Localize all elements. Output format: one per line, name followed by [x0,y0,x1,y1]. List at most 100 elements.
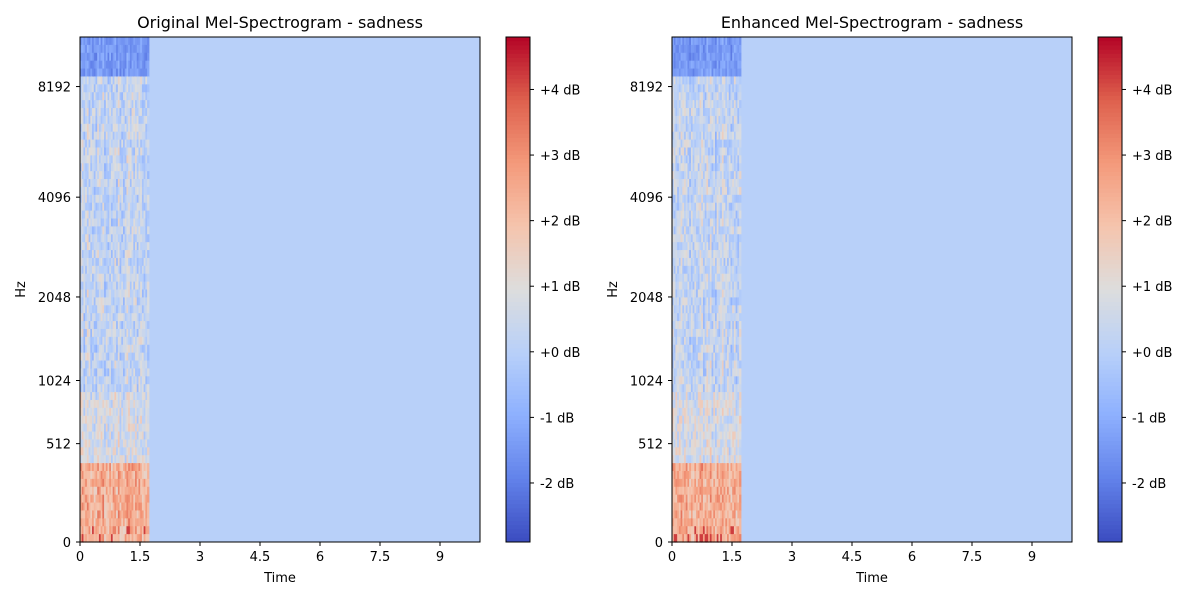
spectrogram-cell [129,526,133,535]
spectrogram-cell [709,526,713,535]
spectrogram-cell [107,313,110,322]
spectrogram-cell [133,155,136,164]
spectrogram-cell [718,179,721,188]
spectrogram-cell [728,250,732,259]
spectrogram-cell [718,147,721,156]
spectrogram-cell [123,534,126,543]
colorbar-segment [506,95,530,101]
spectrogram-cell [110,344,114,354]
spectrogram-cell [90,360,93,370]
spectrogram-cell [107,179,110,188]
spectrogram-cell [673,44,677,54]
spectrogram-cell [119,344,122,354]
spectrogram-cell [699,360,702,370]
spectrogram-cell [110,123,114,133]
spectrogram-cell [715,439,718,448]
spectrogram-cell [718,470,721,480]
spectrogram-cell [97,510,100,519]
spectrogram-cell [730,384,733,393]
spectrogram-cell [692,44,695,54]
spectrogram-cell [708,155,711,164]
spectrogram-cell [672,108,675,117]
spectrogram-cell [90,305,93,314]
spectrogram-cell [116,171,119,180]
spectrogram-cell [143,439,146,448]
spectrogram-cell [98,470,102,480]
spectrogram-cell [128,281,131,291]
spectrogram-cell [680,186,683,196]
spectrogram-cell [721,376,725,385]
spectrogram-cell [107,415,110,425]
spectrogram-cell [86,52,90,62]
spectrogram-cell [116,447,119,456]
spectrogram-cell [107,155,110,164]
spectrogram-cell [687,526,690,535]
spectrogram-cell [81,281,85,291]
spectrogram-cell [725,60,728,70]
spectrogram-cell [95,100,98,109]
spectrogram-cell [675,108,678,117]
spectrogram-cell [682,478,685,488]
spectrogram-cell [713,210,716,220]
spectrogram-cell [131,202,134,212]
spectrogram-cell [690,321,694,330]
spectrogram-cell [135,218,138,227]
spectrogram-cell [90,265,93,275]
spectrogram-cell [728,234,732,243]
spectrogram-cell [83,131,86,141]
spectrogram-cell [112,502,115,512]
spectrogram-cell [677,194,680,204]
spectrogram-cell [711,368,714,377]
spectrogram-cell [92,392,95,401]
spectrogram-cell [102,44,105,54]
spectrogram-cell [129,289,133,298]
spectrogram-cell [673,392,677,401]
spectrogram-cell [140,526,143,535]
spectrogram-cell [725,447,728,456]
spectrogram-cell [701,470,704,480]
spectrogram-cell [672,510,675,519]
spectrogram-cell [104,84,107,93]
spectrogram-cell [715,486,718,496]
spectrogram-cell [711,147,714,156]
colorbar-segment [506,428,530,434]
spectrogram-cell [727,336,730,346]
spectrogram-cell [709,518,713,527]
spectrogram-cell [677,486,680,496]
colorbar-segment [506,175,530,181]
spectrogram-cell [727,407,730,417]
spectrogram-cell [121,360,124,370]
spectrogram-cell [694,242,697,251]
spectrogram-cell [124,92,128,101]
spectrogram-cell [699,44,702,54]
spectrogram-cell [694,226,697,235]
spectrogram-cell [675,518,678,527]
spectrogram-cell [721,297,725,306]
spectrogram-cell [723,313,726,322]
spectrogram-cell [107,265,110,275]
spectrogram-cell [105,486,109,496]
spectrogram-cell [133,376,136,385]
spectrogram-cell [100,470,103,480]
spectrogram-cell [85,131,88,141]
spectrogram-cell [713,44,716,54]
colorbar-segment [506,121,530,126]
spectrogram-cell [133,281,136,291]
spectrogram-cell [97,463,100,472]
spectrogram-cell [725,392,728,401]
spectrogram-cell [123,44,126,54]
spectrogram-cell [88,123,91,133]
spectrogram-cell [682,242,685,251]
spectrogram-cell [709,376,713,385]
spectrogram-cell [694,439,697,448]
spectrogram-cell [675,179,678,188]
spectrogram-cell [143,399,146,409]
spectrogram-cell [123,321,126,330]
spectrogram-cell [713,37,716,46]
spectrogram-cell [697,52,701,62]
spectrogram-cell [727,179,730,188]
spectrogram-cell [133,518,136,527]
spectrogram-cell [709,179,713,188]
spectrogram-cell [143,502,146,512]
spectrogram-cell [672,486,675,496]
